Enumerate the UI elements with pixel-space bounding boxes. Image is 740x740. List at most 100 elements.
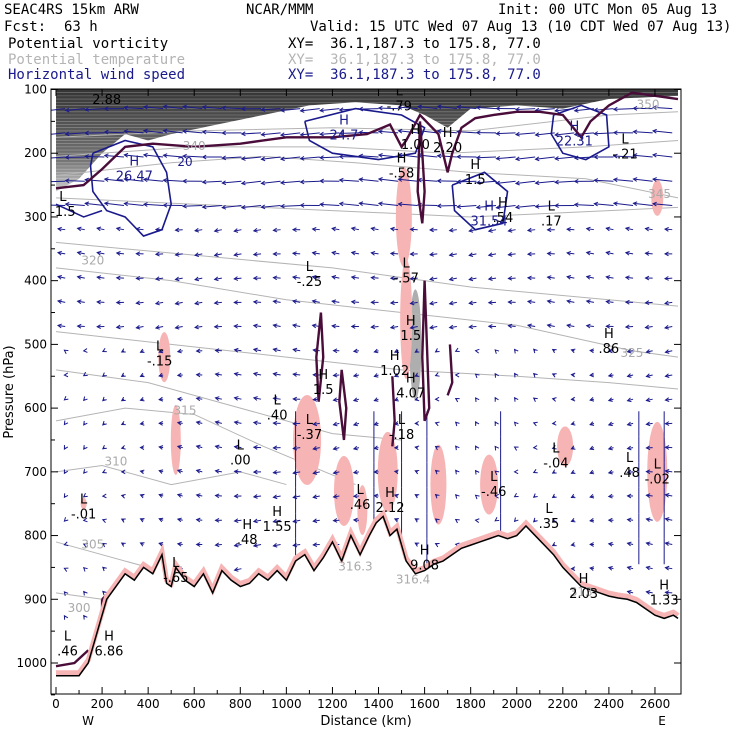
wind-arrow-head bbox=[123, 105, 129, 111]
wind-arrow-head bbox=[96, 250, 102, 256]
wind-arrow bbox=[97, 227, 105, 231]
wind-arrow-head bbox=[291, 299, 297, 304]
wind-arrow-head bbox=[546, 299, 552, 304]
theta-contour bbox=[55, 331, 679, 390]
wind-arrow bbox=[77, 300, 85, 303]
wind-arrow-head bbox=[158, 517, 164, 523]
wind-arrow-head bbox=[272, 396, 278, 402]
pv-extremum-type: H bbox=[272, 505, 282, 520]
pv-extremum-value: 1.5 bbox=[313, 383, 334, 398]
wind-arrow-head bbox=[475, 105, 481, 111]
pv-extremum-value: -.25 bbox=[297, 275, 322, 290]
wind-arrow bbox=[300, 180, 320, 183]
wind-arrow-head bbox=[82, 492, 88, 498]
y-tick-label: 700 bbox=[24, 465, 47, 479]
wind-arrow-head bbox=[291, 227, 297, 233]
wind-arrow bbox=[535, 180, 555, 184]
wind-arrow-head bbox=[526, 323, 532, 329]
wind-arrow-head bbox=[332, 446, 338, 451]
wind-arrow bbox=[633, 154, 653, 158]
wind-arrow-head bbox=[82, 543, 88, 548]
wind-arrow bbox=[57, 252, 66, 255]
wind-arrow bbox=[273, 229, 281, 231]
wind-arrow-head bbox=[63, 445, 69, 450]
wind-arrow-head bbox=[332, 372, 338, 378]
wind-arrow-head bbox=[494, 421, 499, 426]
wind-arrow-head bbox=[350, 299, 356, 305]
wind-arrow bbox=[613, 155, 634, 158]
wind-arrow bbox=[339, 203, 359, 206]
wind-arrow-head bbox=[605, 275, 611, 280]
wind-arrow bbox=[234, 421, 242, 424]
wind-arrow-head bbox=[213, 228, 219, 233]
theta-contour-label: 340 bbox=[183, 139, 206, 153]
wind-arrow-head bbox=[252, 518, 258, 524]
wind-arrow-head bbox=[135, 324, 141, 330]
wind-arrow bbox=[547, 276, 555, 279]
wind-arrow-head bbox=[176, 493, 182, 498]
wind-arrow-head bbox=[475, 204, 481, 210]
wind-arrow-head bbox=[260, 107, 266, 112]
wind-arrow-head bbox=[233, 347, 239, 353]
wind-arrow-head bbox=[312, 542, 318, 548]
wind-arrow bbox=[116, 326, 125, 328]
wind-arrow-head bbox=[487, 276, 493, 281]
wind-arrow-head bbox=[429, 300, 435, 306]
wind-arrow bbox=[253, 495, 262, 498]
wind-arrow-head bbox=[664, 590, 670, 595]
x-tick-label: 1400 bbox=[363, 697, 394, 711]
wind-arrow bbox=[124, 178, 144, 182]
wind-arrow-head bbox=[494, 493, 500, 499]
wind-arrow-head bbox=[96, 226, 102, 232]
wind-arrow bbox=[449, 326, 457, 329]
wind-arrow-head bbox=[252, 251, 258, 257]
wind-arrow-head bbox=[414, 542, 420, 547]
wind-arrow bbox=[664, 228, 673, 231]
wind-arrow-head bbox=[214, 517, 220, 523]
wind-arrow-head bbox=[607, 493, 613, 499]
wind-arrow-head bbox=[624, 324, 630, 330]
wind-arrow-head bbox=[474, 469, 480, 475]
wind-arrow bbox=[646, 374, 653, 377]
wind-arrow-head bbox=[63, 591, 69, 596]
pv-extremum-value: -.79 bbox=[387, 100, 412, 115]
wind-arrow bbox=[77, 251, 85, 255]
wind-arrow bbox=[273, 397, 281, 400]
wind-arrow-head bbox=[607, 566, 613, 571]
wind-arrow bbox=[143, 178, 164, 182]
wind-arrow-head bbox=[507, 275, 513, 281]
wind-arrow bbox=[183, 155, 203, 158]
wind-arrow-head bbox=[664, 541, 670, 547]
wind-arrow bbox=[293, 519, 301, 523]
wind-arrow-head bbox=[252, 323, 258, 329]
wind-arrow-head bbox=[158, 421, 163, 426]
wind-arrow bbox=[488, 253, 497, 256]
wind-arrow-head bbox=[291, 251, 297, 256]
wind-arrow-head bbox=[82, 517, 88, 523]
wind-arrow-head bbox=[624, 299, 630, 305]
wind-arrow-head bbox=[213, 276, 219, 282]
wind-arrow-head bbox=[63, 395, 69, 401]
wind-arrow-head bbox=[612, 177, 618, 183]
wind-arrow-head bbox=[455, 445, 460, 451]
wind-arrow-head bbox=[123, 201, 129, 207]
wind-arrow-head bbox=[64, 107, 70, 113]
wind-arrow-head bbox=[570, 566, 576, 572]
wind-arrow-head bbox=[593, 131, 599, 136]
wind-arrow-head bbox=[195, 348, 201, 354]
wind-arrow-head bbox=[176, 469, 182, 474]
wind-arrow-head bbox=[456, 179, 462, 185]
pv-extremum-type: L bbox=[274, 394, 282, 409]
theta-contour bbox=[55, 541, 149, 568]
wind-arrow-head bbox=[352, 421, 358, 427]
wind-arrow-head bbox=[551, 517, 557, 523]
wind-arrow-head bbox=[176, 517, 182, 523]
wind-arrow bbox=[515, 156, 536, 160]
wind-arrow bbox=[555, 132, 575, 136]
wind-arrow bbox=[410, 277, 418, 280]
wind-arrow-head bbox=[332, 397, 338, 402]
wind-arrow-head bbox=[612, 106, 618, 112]
wind-arrow-head bbox=[589, 445, 595, 451]
wind-arrow-head bbox=[135, 251, 141, 257]
wind-arrow-head bbox=[607, 517, 613, 523]
